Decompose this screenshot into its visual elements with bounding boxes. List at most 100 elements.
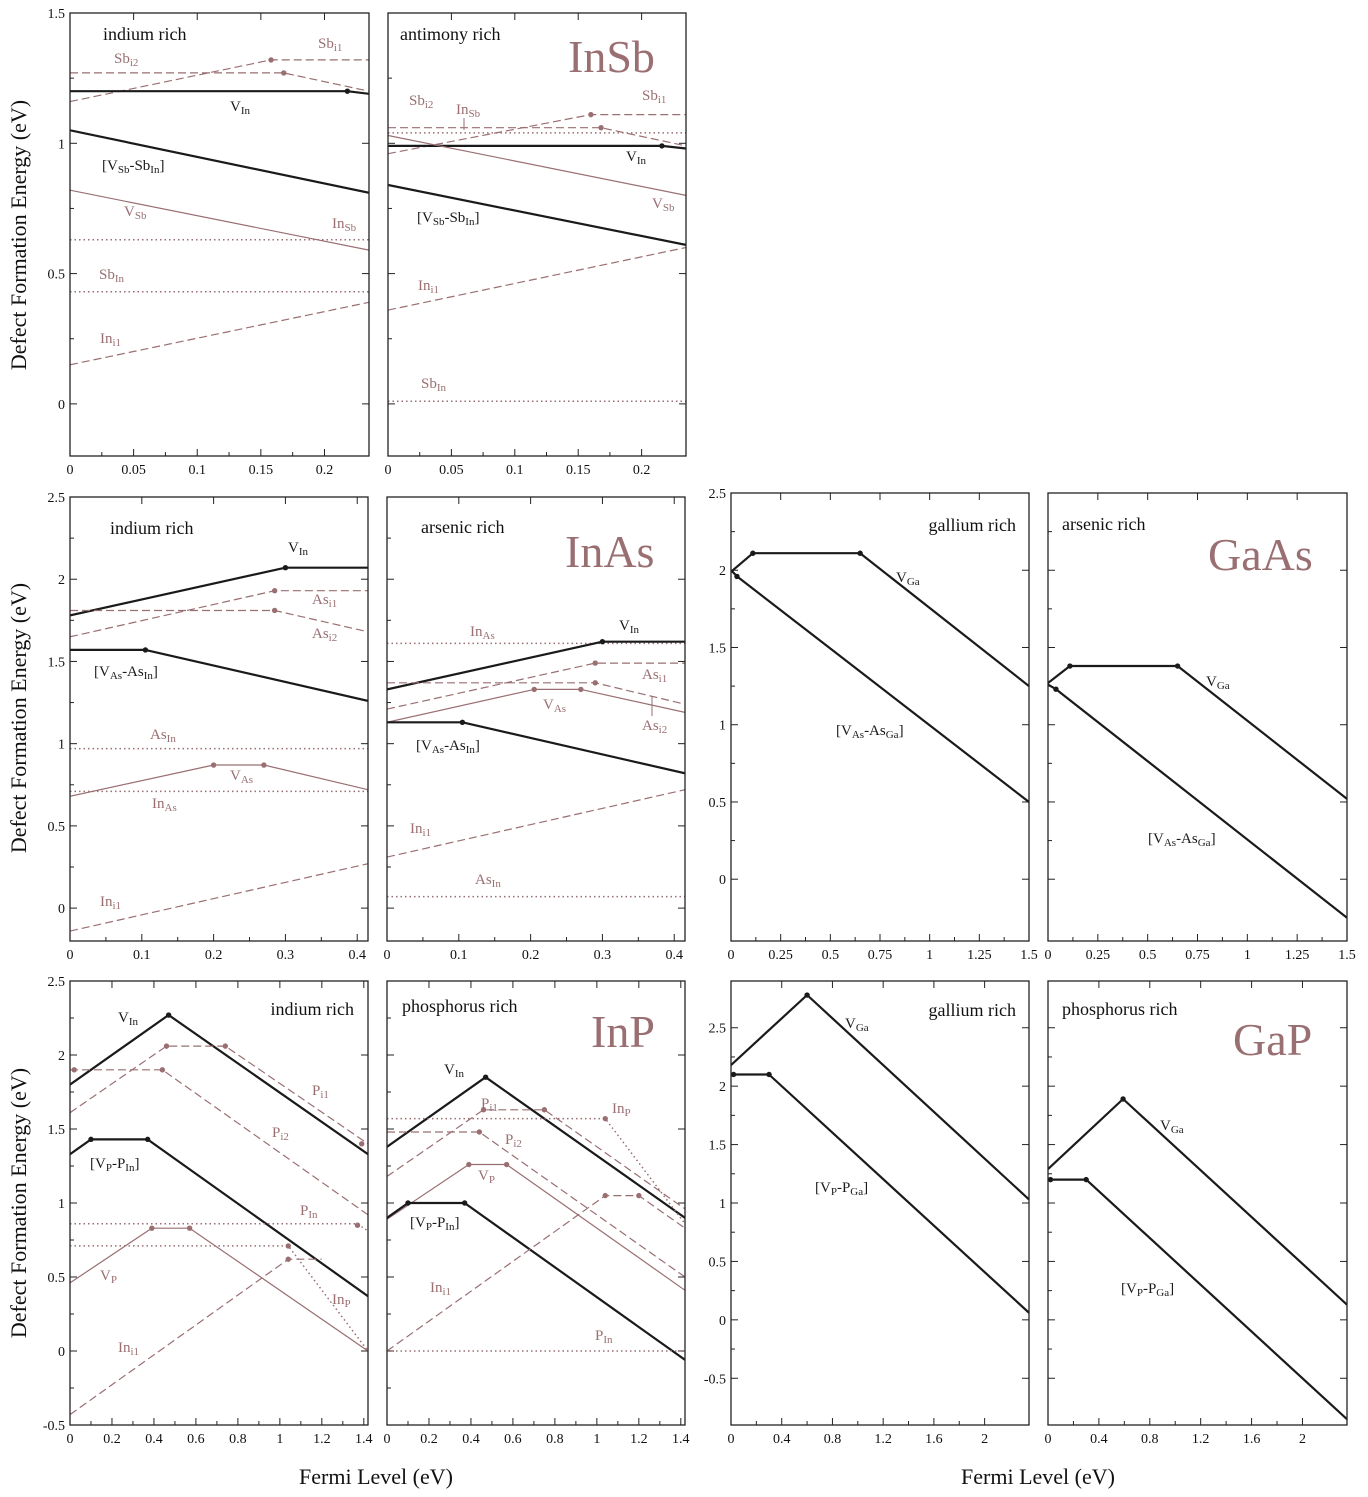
series-line-V_P — [70, 1227, 368, 1352]
y-tick-label: 0.5 — [709, 1255, 727, 1270]
transition-point — [734, 573, 740, 580]
condition-label: indium rich — [103, 24, 187, 44]
series-line-[V_P-P_In] — [70, 1138, 368, 1298]
label-subscript: In — [492, 878, 502, 890]
label-subscript: P — [1137, 1287, 1143, 1299]
label-text: [V — [102, 158, 118, 174]
series-label-V_Ga: VGa — [896, 570, 920, 588]
x-tick-label: 0.4 — [665, 948, 683, 963]
label-text: Sb — [99, 267, 115, 283]
series-[V_P-P_Ga] — [1048, 1176, 1347, 1421]
label-text: [V — [416, 738, 432, 754]
label-subscript: As — [165, 802, 177, 814]
label-text: V — [1160, 1118, 1171, 1134]
series-line-V_As — [70, 764, 368, 797]
label-text: In — [100, 894, 113, 910]
label-subscript: In — [308, 1209, 318, 1221]
panel-frame — [1047, 492, 1348, 942]
y-tick-label: 1 — [719, 1197, 726, 1212]
material-label: InP — [591, 1006, 655, 1057]
label-text: V — [124, 204, 135, 220]
transition-point — [210, 762, 217, 768]
transition-point — [476, 1129, 483, 1135]
label-subscript: In — [466, 744, 476, 756]
label-text: V — [626, 149, 637, 165]
series-label-Sb_In: SbIn — [99, 267, 125, 285]
x-tick-label: 0.4 — [462, 1432, 480, 1447]
label-subscript: i2 — [329, 632, 338, 644]
transition-point — [750, 550, 756, 556]
transition-point — [285, 1243, 291, 1249]
label-subscript: P — [106, 1162, 112, 1174]
series-label-As_i1: Asi1 — [312, 592, 337, 610]
series-P_i2 — [70, 1067, 368, 1216]
x-tick-label: 0.4 — [1090, 1432, 1108, 1447]
series-label-Sb_i2: Sbi2 — [409, 93, 433, 111]
x-tick-label: 1.5 — [1020, 948, 1038, 963]
label-subscript: i1 — [423, 827, 432, 839]
series-label-Sb_i1: Sbi1 — [642, 88, 666, 106]
label-subscript: i1 — [658, 94, 667, 106]
transition-point — [592, 660, 598, 666]
x-tick-label: 1.5 — [1338, 948, 1356, 963]
series-V_Sb — [388, 134, 686, 196]
label-subscript: P — [111, 1274, 117, 1286]
x-tick-label: 0.8 — [546, 1432, 564, 1447]
x-tick-label: 1.25 — [1285, 948, 1310, 963]
label-subscript: As — [241, 774, 253, 786]
label-text: In — [100, 331, 113, 347]
x-tick-label: 0.3 — [594, 948, 612, 963]
label-text: In — [470, 624, 483, 640]
label-subscript: In — [167, 733, 177, 745]
series-line-In_i1 — [70, 301, 369, 366]
series-label-V_As: VAs — [230, 768, 253, 786]
series-line-In_i1 — [70, 863, 368, 932]
x-tick-label: 1.25 — [967, 948, 992, 963]
label-text: [V — [417, 210, 433, 226]
panel-insb-indium-rich: 0 0.05 0.1 0.15 0.200.511.5Sbi1Sbi2VIn[VSb-S… — [48, 7, 370, 478]
transition-point — [165, 1012, 172, 1018]
series-line-V_In — [70, 1013, 368, 1156]
y-tick-label: -0.5 — [43, 1419, 65, 1434]
series-label-As_i2: Asi2 — [642, 718, 667, 736]
x-tick-label: 0.1 — [450, 948, 468, 963]
series-line-P_i1 — [387, 1109, 685, 1210]
transition-point — [261, 762, 267, 768]
label-subscript: Ga — [1198, 837, 1211, 849]
series-line-V_As — [387, 688, 685, 723]
panel-gaas-arsenic-rich: 0 0.25 0.5 0.75 1 1.25 1.5VGa[VAs-AsGa]arsenic… — [1045, 492, 1356, 963]
label-subscript: In — [144, 670, 154, 682]
label-subscript: In — [637, 155, 647, 167]
x-tick-label: 2 — [981, 1432, 988, 1447]
panel-frame — [730, 980, 1030, 1426]
series-line-In_P — [387, 1117, 685, 1225]
series-[V_P-P_In] — [70, 1136, 368, 1298]
x-tick-label: 2 — [1299, 1432, 1306, 1447]
label-text: [V — [815, 1180, 831, 1196]
y-tick-label: 0.5 — [48, 1271, 66, 1286]
series-line-[V_P-P_Ga] — [731, 1073, 1029, 1314]
series-line-P_i2 — [70, 1069, 368, 1216]
label-text: ] — [899, 723, 904, 739]
label-text: V — [230, 99, 241, 115]
y-tick-label: 2 — [719, 1080, 726, 1095]
condition-label: arsenic rich — [1062, 514, 1145, 534]
series-Sb_i2 — [70, 70, 369, 92]
condition-label: gallium rich — [929, 515, 1016, 535]
label-text: Sb — [318, 36, 334, 52]
label-text: V — [896, 570, 907, 586]
label-text: V — [543, 697, 554, 713]
y-tick-label: 2 — [719, 564, 726, 579]
label-subscript: In — [241, 105, 251, 117]
label-text: ] — [159, 158, 164, 174]
label-text: -Sb — [129, 158, 150, 174]
series-V_Ga — [731, 992, 1029, 1201]
series-label-V_P: VP — [478, 1168, 495, 1186]
series-P_i1 — [70, 1043, 368, 1147]
series-label-In_i1: Ini1 — [118, 1340, 139, 1358]
label-subscript: As — [852, 729, 864, 741]
series-[V_P-P_Ga] — [731, 1071, 1029, 1314]
label-text: ] — [1169, 1281, 1174, 1297]
label-text: [V — [94, 664, 110, 680]
transition-point — [1083, 1176, 1089, 1183]
